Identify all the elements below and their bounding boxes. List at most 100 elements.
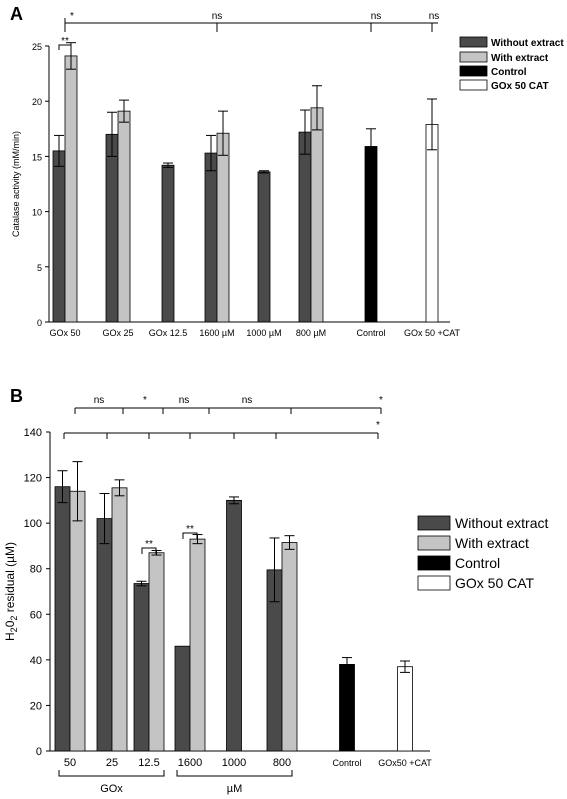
y-tick-label-b: 80 bbox=[30, 564, 42, 576]
x-tick-label-a: GOx 12.5 bbox=[149, 328, 188, 338]
x-tick-label-b: GOx50 +CAT bbox=[378, 758, 432, 768]
x-tick-label-b: 50 bbox=[64, 757, 76, 769]
group-label-b: µM bbox=[227, 783, 243, 795]
comparison-label-b1: * bbox=[143, 395, 147, 406]
bar-a-without bbox=[298, 131, 312, 323]
legend-swatch-b bbox=[417, 535, 451, 551]
legend-label-a: Without extract bbox=[491, 38, 564, 49]
y-tick-label-a: 10 bbox=[32, 208, 42, 218]
significance-bracket-b bbox=[141, 547, 157, 554]
legend-label-b: GOx 50 CAT bbox=[455, 575, 535, 591]
comparison-label-b2: * bbox=[376, 420, 380, 431]
comparison-label-b1: ns bbox=[242, 395, 253, 406]
significance-label-b: ** bbox=[145, 539, 153, 550]
x-tick-label-a: GOx 50 +CAT bbox=[404, 328, 461, 338]
x-tick-label-b: 12.5 bbox=[138, 757, 159, 769]
bar-b-without bbox=[133, 583, 150, 752]
bar-b-without bbox=[226, 499, 242, 752]
x-tick-label-a: GOx 50 bbox=[49, 328, 80, 338]
legend-label-b: Without extract bbox=[455, 515, 548, 531]
y-axis-label-part: 0 bbox=[3, 620, 17, 627]
significance-bracket-b bbox=[182, 532, 198, 539]
y-axis-label-b: H202 residual (µM) bbox=[3, 542, 19, 641]
y-tick-label-a: 5 bbox=[37, 263, 42, 273]
bar-a-control bbox=[364, 146, 378, 323]
significance-bracket-a bbox=[58, 44, 72, 50]
significance-label-a: ** bbox=[61, 36, 69, 47]
legend-label-a: With extract bbox=[491, 53, 549, 64]
y-tick-label-a: 20 bbox=[32, 97, 42, 107]
bar-b-control bbox=[339, 664, 355, 752]
bar-b-with bbox=[111, 487, 128, 752]
comparison-label-b1: ns bbox=[179, 395, 190, 406]
x-tick-label-b: Control bbox=[332, 758, 361, 768]
group-bracket-b bbox=[58, 770, 165, 777]
bar-a-with bbox=[64, 55, 78, 323]
bar-a-cat bbox=[425, 123, 439, 323]
legend-swatch-a bbox=[459, 51, 488, 63]
y-tick-label-b: 0 bbox=[36, 746, 42, 758]
y-axis-label-part: 2 bbox=[9, 627, 19, 632]
bar-a-without bbox=[105, 133, 119, 323]
legend-label-b: Control bbox=[455, 555, 500, 571]
x-tick-label-a: GOx 25 bbox=[102, 328, 133, 338]
y-tick-label-b: 60 bbox=[30, 609, 42, 621]
bar-a-without bbox=[204, 152, 218, 323]
group-bracket-b bbox=[176, 770, 293, 777]
y-tick-label-a: 15 bbox=[32, 152, 42, 162]
x-tick-label-a: Control bbox=[356, 328, 385, 338]
y-axis-label-part: H bbox=[3, 632, 17, 641]
bar-b-cat bbox=[397, 666, 413, 752]
significance-label-b: ** bbox=[186, 524, 194, 535]
x-tick-label-a: 1600 µM bbox=[199, 328, 234, 338]
comparison-label-a: * bbox=[70, 11, 74, 22]
comparison-label-a: ns bbox=[429, 11, 440, 22]
bar-b-without bbox=[96, 518, 113, 752]
y-tick-label-b: 140 bbox=[24, 427, 42, 439]
bar-b-without bbox=[174, 645, 191, 752]
bar-a-without bbox=[161, 164, 175, 323]
legend-swatch-a bbox=[459, 36, 488, 48]
legend-swatch-a bbox=[459, 79, 488, 91]
legend-swatch-b bbox=[417, 575, 451, 591]
y-tick-label-b: 100 bbox=[24, 518, 42, 530]
legend-swatch-a bbox=[459, 65, 488, 77]
bar-a-without bbox=[52, 150, 66, 323]
y-tick-label-b: 20 bbox=[30, 700, 42, 712]
bar-b-with bbox=[281, 542, 298, 752]
legend-swatch-b bbox=[417, 555, 451, 571]
x-tick-label-b: 25 bbox=[106, 757, 118, 769]
comparison-label-a: ns bbox=[371, 11, 382, 22]
y-tick-label-a: 0 bbox=[37, 318, 42, 328]
y-axis-label-a: Catalase activity (mM/min) bbox=[11, 131, 21, 237]
panel-letter-a: A bbox=[10, 4, 23, 24]
y-tick-label-b: 120 bbox=[24, 473, 42, 485]
comparison-label-b1: ns bbox=[94, 395, 105, 406]
bar-a-with bbox=[310, 107, 324, 323]
x-tick-label-b: 800 bbox=[273, 757, 291, 769]
legend-label-b: With extract bbox=[455, 535, 529, 551]
legend-label-a: GOx 50 CAT bbox=[491, 81, 549, 92]
x-tick-label-b: 1600 bbox=[178, 757, 202, 769]
bar-b-with bbox=[189, 538, 206, 752]
x-tick-label-b: 1000 bbox=[222, 757, 246, 769]
bar-b-without bbox=[54, 486, 71, 752]
y-tick-label-a: 25 bbox=[32, 42, 42, 52]
comparison-label-a: ns bbox=[212, 11, 223, 22]
panel-a: A 0 5 10 15 20 25 Catalase activity (mM/min) GOx… bbox=[10, 4, 564, 338]
y-axis-label-part: 2 bbox=[9, 616, 19, 621]
bar-a-without bbox=[257, 171, 271, 323]
bar-a-with bbox=[216, 132, 230, 323]
y-axis-label-part: residual (µM) bbox=[3, 542, 17, 616]
panel-letter-b: B bbox=[10, 386, 23, 406]
x-tick-label-a: 1000 µM bbox=[246, 328, 281, 338]
legend-swatch-b bbox=[417, 515, 451, 531]
legend-label-a: Control bbox=[491, 67, 527, 78]
bar-b-with bbox=[69, 490, 86, 752]
group-label-b: GOx bbox=[100, 783, 123, 795]
x-tick-label-a: 800 µM bbox=[296, 328, 326, 338]
y-tick-label-b: 40 bbox=[30, 655, 42, 667]
bar-b-with bbox=[148, 552, 165, 752]
